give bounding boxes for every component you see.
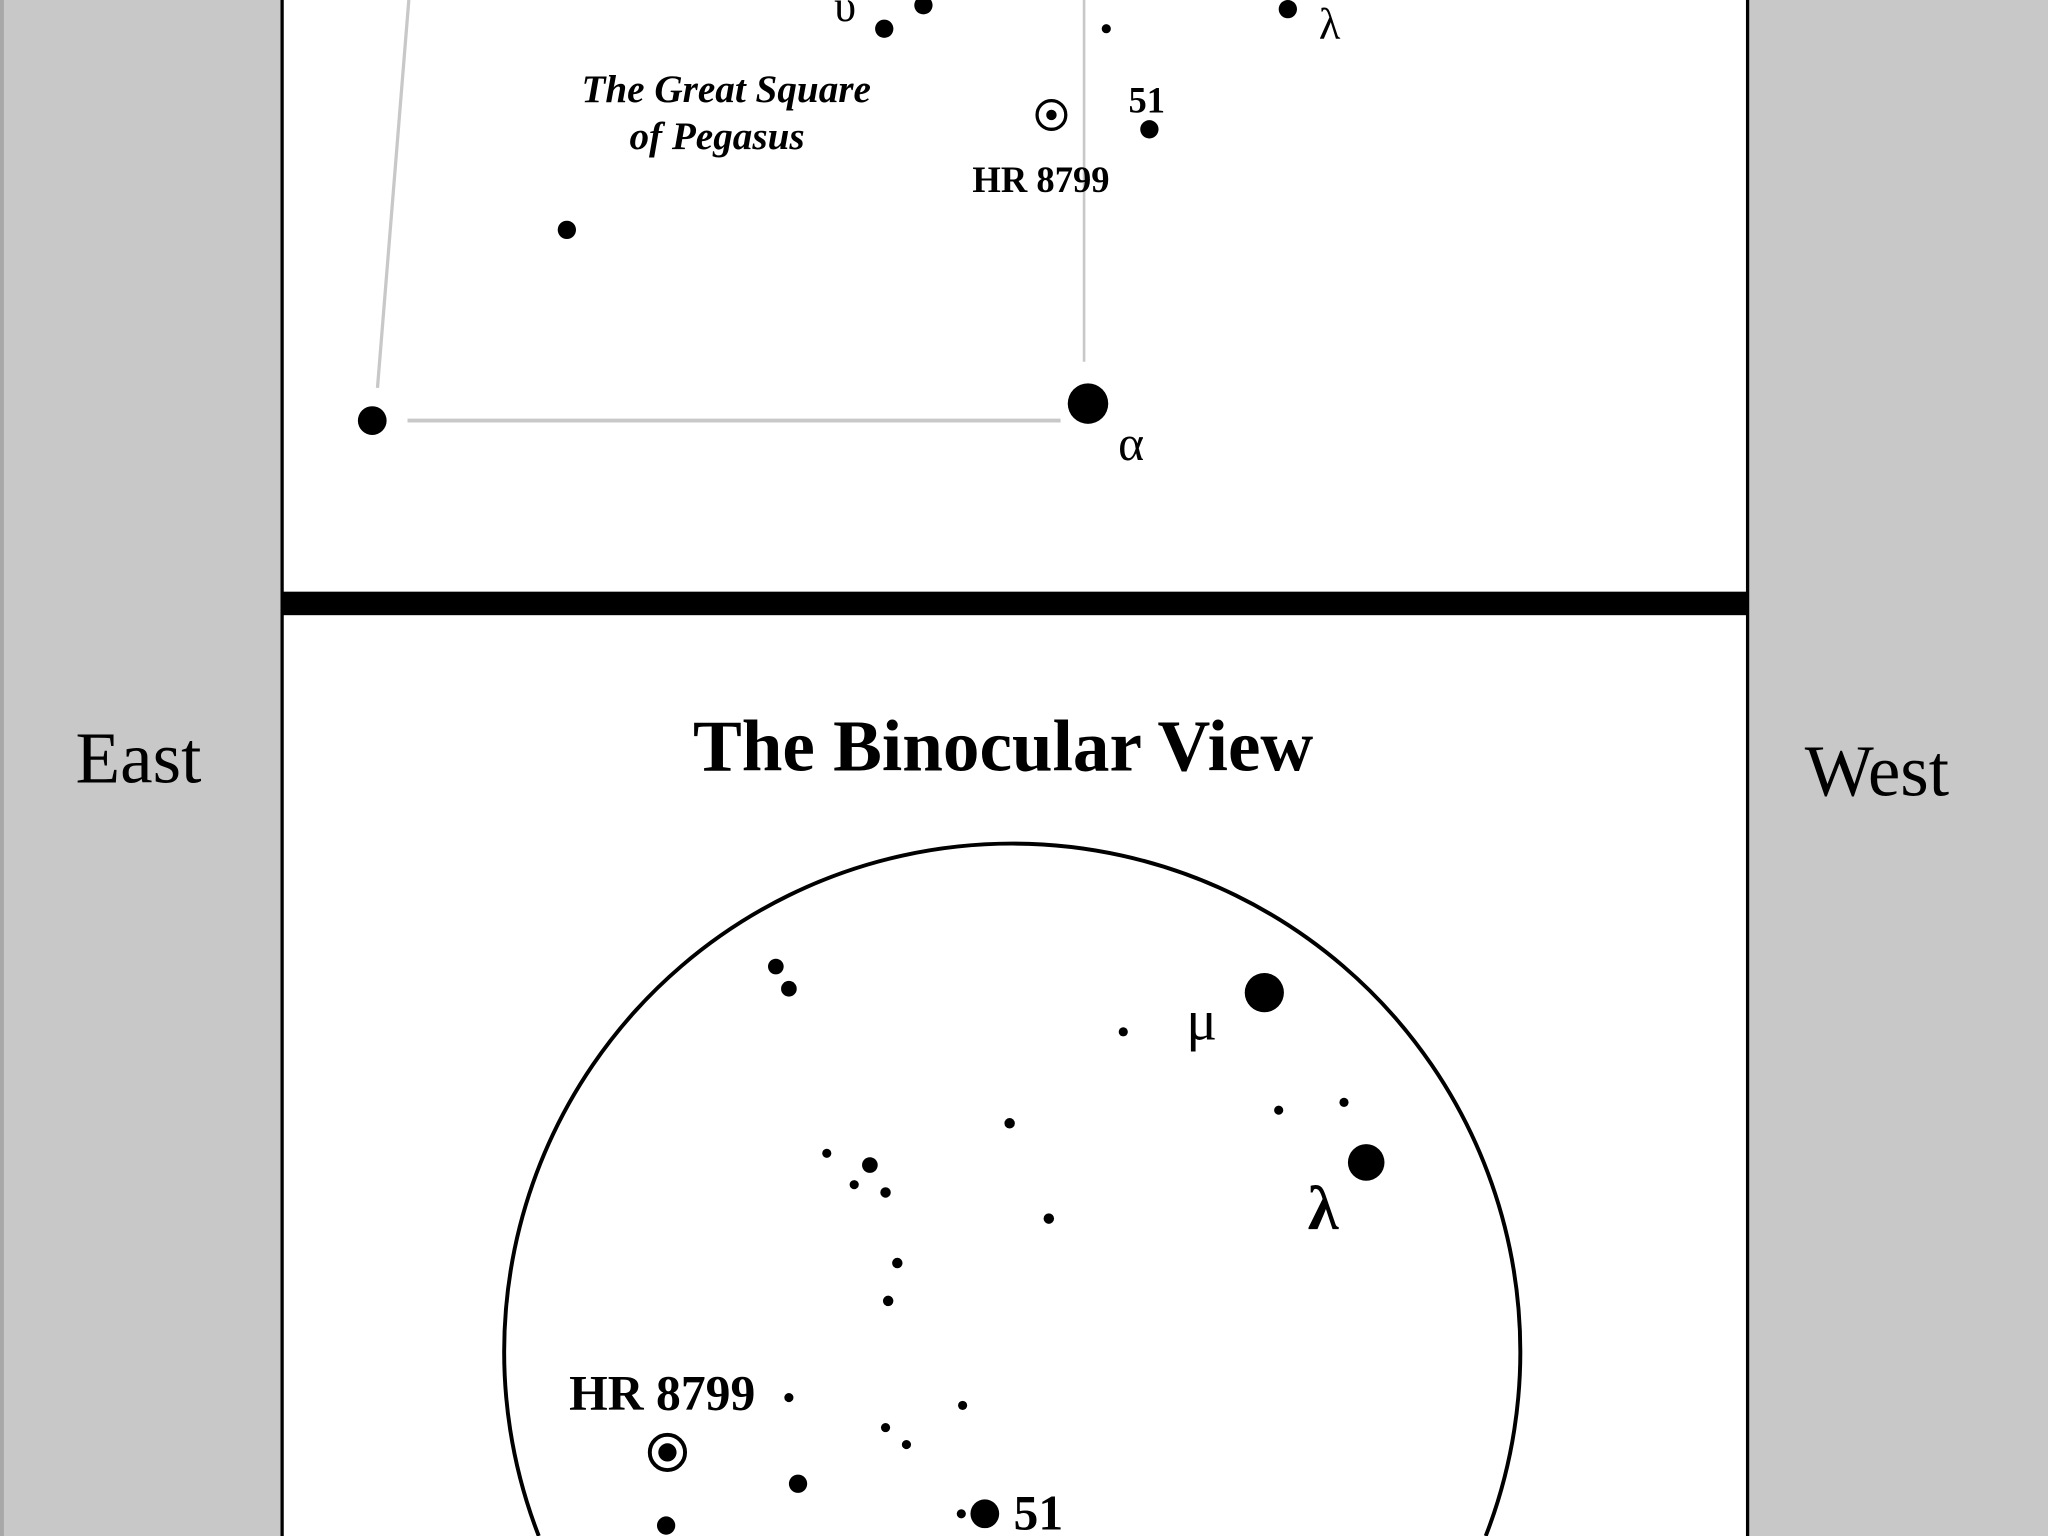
star (1101, 24, 1111, 34)
star (1339, 1097, 1349, 1107)
panel-divider (282, 591, 1747, 616)
star (880, 1423, 891, 1433)
east-panel (0, 0, 281, 1536)
asterism-label-line2: of Pegasus (629, 115, 804, 158)
lambda-label: λ (1308, 1173, 1339, 1243)
west-panel (1748, 0, 2048, 1536)
star (1274, 1105, 1284, 1115)
star (880, 1187, 891, 1198)
star-51 (1140, 120, 1159, 139)
binocular-field-circle (502, 841, 1523, 1536)
hr8799-target-icon (647, 1432, 688, 1472)
star (1004, 1118, 1015, 1129)
fifty-one-label: 51 (1014, 1485, 1064, 1536)
upsilon-label: υ (834, 0, 856, 31)
star-upsilon (914, 0, 933, 15)
alpha-label: α (1118, 416, 1144, 471)
fifty-one-label: 51 (1128, 79, 1165, 120)
binocular-panel: The Binocular View μ λ HR 8799 51 (502, 706, 1523, 1536)
lambda-label: λ (1319, 0, 1341, 49)
star-gamma-peg (357, 406, 387, 435)
asterism-line-east (375, 0, 411, 389)
star (882, 1295, 894, 1307)
star (781, 980, 797, 997)
star-lambda (1278, 0, 1297, 19)
star (1043, 1213, 1055, 1224)
star-lambda (1347, 1144, 1385, 1181)
star (784, 1392, 794, 1403)
star (901, 1440, 912, 1450)
star (1118, 1027, 1128, 1037)
asterism-label-line1: The Great Square (581, 68, 870, 111)
star (875, 19, 894, 38)
star (768, 958, 784, 975)
hr8799-target-icon (1035, 98, 1068, 131)
star-mu (1244, 973, 1284, 1013)
star-51 (970, 1499, 1000, 1529)
star (956, 1509, 966, 1519)
star (557, 220, 576, 240)
great-square-panel: υ λ α 51 HR 8799 The Great Square of Peg… (357, 0, 1341, 471)
hr8799-label: HR 8799 (569, 1365, 755, 1420)
mu-label: μ (1186, 990, 1217, 1053)
star (958, 1400, 968, 1410)
star-alpha (1067, 383, 1109, 424)
star (656, 1516, 676, 1535)
star (822, 1148, 832, 1158)
star (849, 1180, 859, 1190)
star (862, 1157, 878, 1173)
hr8799-label: HR 8799 (972, 159, 1109, 200)
star (788, 1474, 808, 1493)
star (892, 1257, 903, 1269)
west-label: West (1805, 730, 1949, 811)
east-label: East (75, 717, 201, 798)
binocular-title: The Binocular View (693, 706, 1313, 787)
